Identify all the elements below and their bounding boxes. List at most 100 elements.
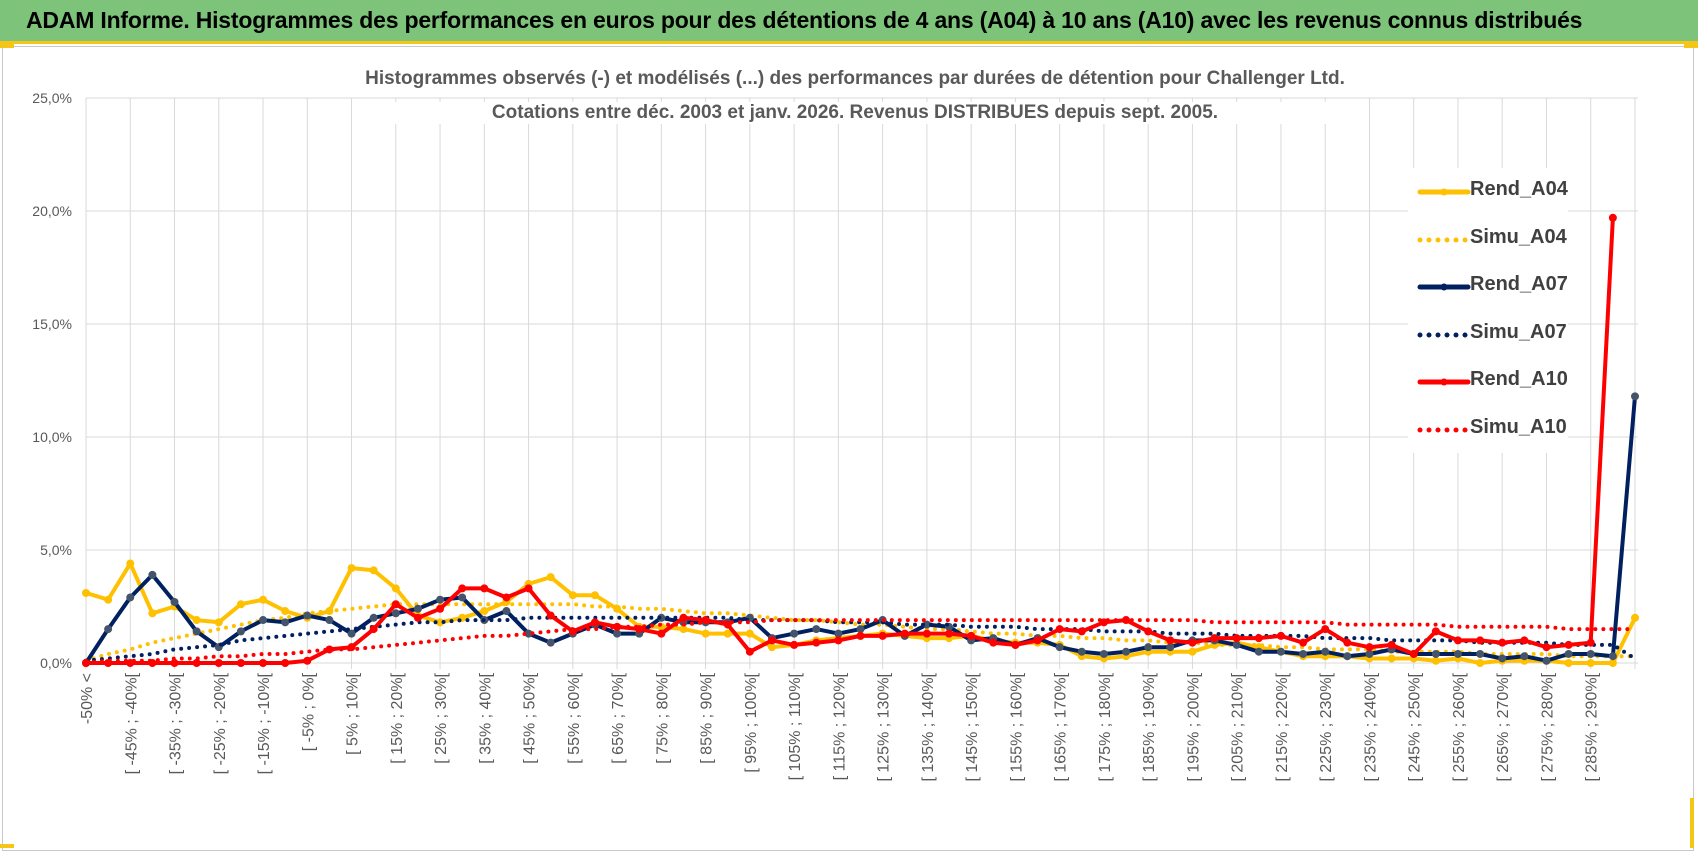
data-point-Rend_A07: [1099, 649, 1108, 658]
data-point-Rend_A07: [812, 625, 821, 634]
legend-swatch: [1417, 332, 1471, 337]
x-tick-label: [ 185% ; 190%[: [1141, 672, 1158, 781]
data-point-Rend_A07: [1476, 649, 1485, 658]
data-point-Rend_A04: [236, 600, 245, 609]
data-point-Rend_A10: [1608, 213, 1617, 222]
data-point-Rend_A07: [1122, 647, 1131, 656]
data-point-Rend_A10: [1542, 643, 1551, 652]
legend-swatch: [1417, 188, 1471, 196]
data-point-Rend_A04: [745, 629, 754, 638]
data-point-Rend_A07: [856, 625, 865, 634]
x-tick-label: [ 125% ; 130%[: [876, 672, 893, 781]
data-point-Rend_A10: [436, 604, 445, 613]
x-tick-label: [ 115% ; 120%[: [831, 672, 848, 780]
x-tick-label: [ 15% ; 20%[: [389, 672, 406, 763]
x-tick-label: [ -5% ; 0%[: [300, 672, 317, 751]
data-point-Rend_A04: [281, 607, 290, 616]
data-point-Rend_A10: [834, 636, 843, 645]
data-point-Rend_A07: [1321, 647, 1330, 656]
legend-label: Simu_A10: [1470, 415, 1567, 438]
data-point-Rend_A04: [1387, 654, 1396, 663]
data-point-Rend_A07: [1586, 649, 1595, 658]
data-point-Rend_A10: [657, 629, 666, 638]
data-point-Rend_A07: [259, 616, 268, 625]
x-tick-label: [ 165% ; 170%[: [1053, 672, 1070, 781]
data-point-Rend_A10: [945, 629, 954, 638]
data-point-Rend_A04: [546, 573, 555, 582]
data-point-Rend_A10: [1564, 640, 1573, 649]
series-line-Simu_A04: [84, 602, 1637, 663]
data-point-Rend_A10: [502, 593, 511, 602]
data-point-Rend_A07: [1365, 649, 1374, 658]
data-point-Rend_A10: [1321, 625, 1330, 634]
data-point-Rend_A10: [1299, 638, 1308, 647]
data-point-Rend_A10: [1011, 640, 1020, 649]
data-point-Rend_A10: [1232, 634, 1241, 643]
data-point-Rend_A07: [546, 638, 555, 647]
x-tick-label: [ 65% ; 70%[: [610, 672, 627, 763]
legend-item-Simu_A04: Simu_A04: [1408, 216, 1568, 264]
data-point-Rend_A07: [1431, 649, 1440, 658]
data-point-Rend_A10: [236, 659, 245, 667]
x-tick-label: [ 205% ; 210%[: [1230, 672, 1247, 781]
data-point-Rend_A07: [192, 627, 201, 636]
data-point-Rend_A04: [391, 584, 400, 593]
data-point-Rend_A07: [1453, 649, 1462, 658]
data-point-Rend_A10: [413, 613, 422, 622]
data-point-Rend_A04: [480, 607, 489, 616]
data-point-Rend_A10: [1166, 636, 1175, 645]
data-point-Rend_A07: [303, 611, 312, 620]
data-point-Rend_A10: [767, 636, 776, 645]
x-tick-label: [ 195% ; 200%[: [1185, 672, 1202, 781]
data-point-Rend_A07: [436, 595, 445, 604]
data-point-Rend_A04: [679, 625, 688, 634]
legend-item-Rend_A10: Rend_A10: [1408, 358, 1568, 406]
data-point-Rend_A10: [989, 638, 998, 647]
data-point-Rend_A07: [170, 597, 179, 606]
data-point-Rend_A10: [1409, 649, 1418, 658]
data-point-Rend_A07: [502, 607, 511, 616]
data-point-Rend_A10: [1276, 631, 1285, 640]
data-point-Rend_A04: [126, 559, 135, 568]
data-point-Rend_A10: [1055, 625, 1064, 634]
data-point-Rend_A04: [82, 588, 90, 597]
data-point-Rend_A04: [148, 609, 157, 618]
data-point-Rend_A07: [325, 616, 334, 625]
y-tick-label: 20,0%: [32, 203, 72, 219]
x-tick-label: [ 25% ; 30%[: [433, 672, 450, 763]
data-point-Rend_A10: [1586, 638, 1595, 647]
frame-corner-bottom-right: [1690, 798, 1694, 848]
x-tick-label: [ 155% ; 160%[: [1008, 672, 1025, 781]
data-point-Rend_A07: [1343, 652, 1352, 661]
data-point-Rend_A04: [192, 616, 201, 625]
data-point-Rend_A07: [613, 629, 622, 638]
data-point-Rend_A10: [878, 631, 887, 640]
legend-swatch-marker: [1440, 283, 1448, 291]
legend-swatch: [1417, 378, 1471, 386]
data-point-Rend_A10: [1033, 636, 1042, 645]
data-point-Rend_A10: [546, 611, 555, 620]
legend-item-Rend_A04: Rend_A04: [1408, 168, 1568, 216]
legend-item-Simu_A10: Simu_A10: [1408, 406, 1568, 454]
data-point-Rend_A04: [767, 643, 776, 652]
y-tick-label: 0,0%: [40, 655, 72, 671]
data-point-Rend_A10: [1453, 636, 1462, 645]
frame-corner-bottom-left: [0, 844, 14, 848]
data-point-Rend_A10: [613, 622, 622, 631]
data-point-Rend_A10: [480, 584, 489, 593]
data-point-Rend_A07: [347, 629, 356, 638]
title-banner: ADAM Informe. Histogrammes des performan…: [0, 0, 1698, 44]
data-point-Rend_A07: [1631, 392, 1639, 401]
data-point-Rend_A10: [281, 659, 290, 667]
data-point-Rend_A04: [1476, 659, 1485, 667]
x-tick-label: [ 135% ; 140%[: [920, 672, 937, 781]
y-tick-label: 5,0%: [40, 542, 72, 558]
x-tick-label: [ 5% ; 10%[: [345, 672, 362, 754]
data-point-Rend_A10: [1365, 643, 1374, 652]
data-point-Rend_A07: [1077, 647, 1086, 656]
data-point-Rend_A10: [259, 659, 268, 667]
x-tick-label: [ 275% ; 280%[: [1539, 672, 1556, 781]
data-point-Rend_A04: [1431, 656, 1440, 665]
data-point-Rend_A07: [413, 604, 422, 613]
